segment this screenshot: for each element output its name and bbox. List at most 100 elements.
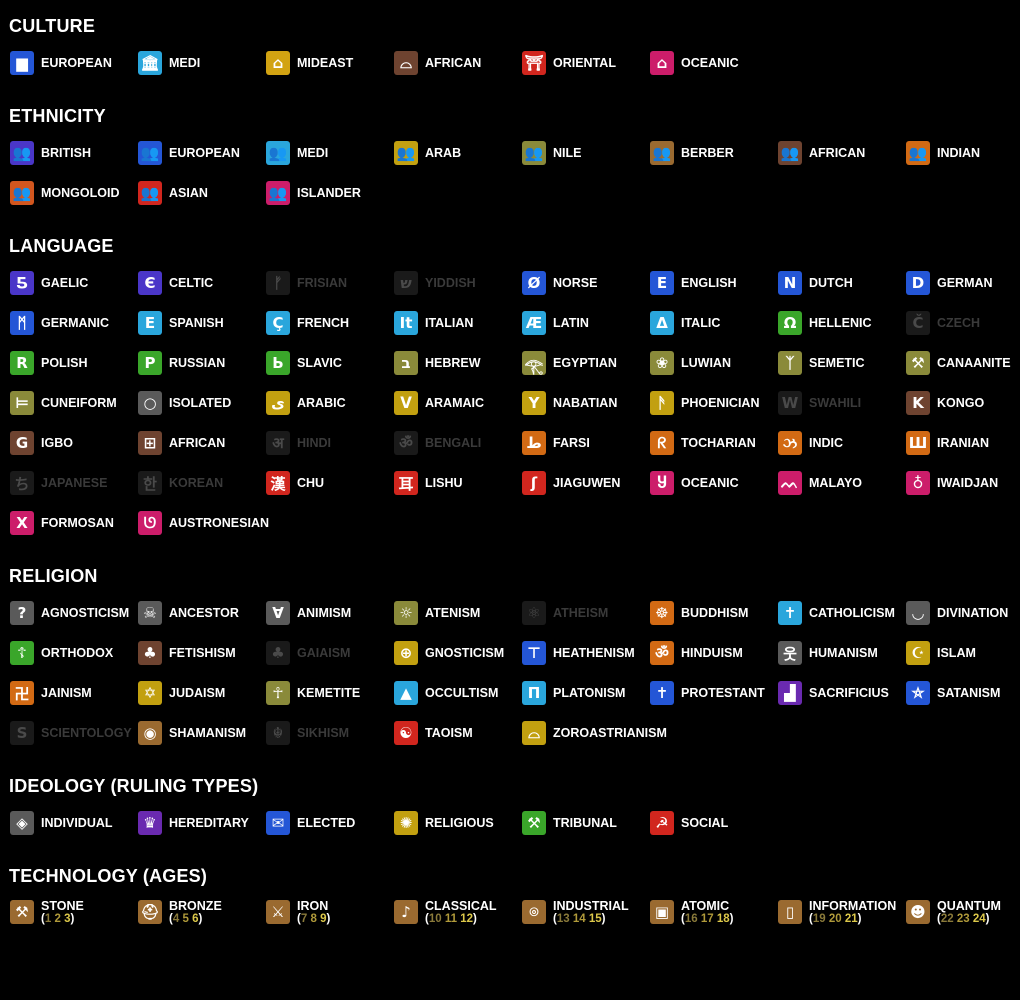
legend-item-language-czech: Č CZECH [906, 310, 980, 336]
legend-item-ideology-ruling-types-religious: ✺ RELIGIOUS [394, 810, 494, 836]
dutch-letter-icon: N [778, 271, 802, 295]
legend-item-religion-fetishism: ♣ FETISHISM [138, 640, 236, 666]
legend-item-language-arabic: ى ARABIC [266, 390, 346, 416]
dharma-wheel-icon: ☸ [650, 601, 674, 625]
polish-letter-icon: R [10, 351, 34, 375]
legend-item-language-english: E ENGLISH [650, 270, 737, 296]
lishu-glyph-icon: 耳 [394, 471, 418, 495]
legend-item-label: IRANIAN [937, 436, 990, 450]
legend-item-label: ISLANDER [297, 186, 361, 200]
legend-item-label: ISOLATED [169, 396, 232, 410]
legend-item-label: DIVINATION [937, 606, 1009, 620]
legend-item-label: CZECH [937, 316, 981, 330]
legend-item-label: CANAANITE [937, 356, 1011, 370]
iwaidjan-glyph-icon: ♁ [906, 471, 930, 495]
italian-letter-icon: It [394, 311, 418, 335]
legend-item-label: INDIVIDUAL [41, 816, 113, 830]
hebrew-letter-icon: ב [394, 351, 418, 375]
legend-item-label: PLATONISM [553, 686, 626, 700]
legend-item-ethnicity-european: 👥 EUROPEAN [138, 140, 240, 166]
quantum-icon: ☻ [906, 900, 930, 924]
bengali-letter-icon: ॐ [394, 431, 418, 455]
gavel-icon: ⚒ [522, 811, 546, 835]
english-letter-icon: E [650, 271, 674, 295]
czech-letter-icon: Č [906, 311, 930, 335]
lightbulb-icon: ⌾ [522, 900, 546, 924]
sunburst-icon: ✺ [394, 811, 418, 835]
people-icon: 👥 [10, 181, 34, 205]
legend-item-label: EUROPEAN [41, 56, 112, 70]
legend-item-label: GAIAISM [297, 646, 351, 660]
legend-item-ethnicity-berber: 👥 BERBER [650, 140, 734, 166]
indic-glyph-icon: ઝ [778, 431, 802, 455]
legend-item-label: MONGOLOID [41, 186, 120, 200]
section-title-culture: CULTURE [9, 16, 96, 36]
tech-label-block: STONE (1 2 3) [41, 899, 84, 926]
helmet-icon: ⛑ [138, 900, 162, 924]
legend-item-religion-orthodox: ☦ ORTHODOX [10, 640, 113, 666]
legend-item-ethnicity-medi: 👥 MEDI [266, 140, 328, 166]
tech-age-number: 17 [700, 912, 714, 925]
french-letter-icon: Ç [266, 311, 290, 335]
legend-item-ethnicity-indian: 👥 INDIAN [906, 140, 980, 166]
tech-age-number: 10 [428, 912, 442, 925]
legend-item-language-dutch: N DUTCH [778, 270, 853, 296]
khanda-icon: ☬ [266, 721, 290, 745]
crown-icon: ♛ [138, 811, 162, 835]
legend-item-label: BUDDHISM [681, 606, 749, 620]
legend-item-religion-scientology: S SCIENTOLOGY [10, 720, 132, 746]
legend-item-religion-sikhism: ☬ SIKHISM [266, 720, 349, 746]
animism-icon: ∀ [266, 601, 290, 625]
legend-item-label: OCCULTISM [425, 686, 499, 700]
legend-item-language-iranian: Ш IRANIAN [906, 430, 989, 456]
legend-item-ideology-ruling-types-social: ☭ SOCIAL [650, 810, 728, 836]
legend-item-label: GERMANIC [41, 316, 110, 330]
pillar-icon: Π [522, 681, 546, 705]
gnostic-cross-icon: ⊕ [394, 641, 418, 665]
people-icon: 👥 [266, 181, 290, 205]
legend-item-label: KOREAN [169, 476, 224, 490]
tech-age-number: 6 [192, 912, 199, 925]
cross-icon: ✝ [778, 601, 802, 625]
people-icon: 👥 [394, 141, 418, 165]
malayo-glyph-icon: ᨓ [778, 471, 802, 495]
legend-item-label: HINDI [297, 436, 332, 450]
legend-item-culture-african: ⌓ AFRICAN [394, 50, 481, 76]
legend-item-religion-agnosticism: ? AGNOSTICISM [10, 600, 129, 626]
legend-item-label: FRENCH [297, 316, 350, 330]
legend-item-language-isolated: ○ ISOLATED [138, 390, 231, 416]
legend-item-language-lishu: 耳 LISHU [394, 470, 463, 496]
korean-letter-icon: 한 [138, 471, 162, 495]
formosan-glyph-icon: X [10, 511, 34, 535]
legend-item-label: NORSE [553, 276, 598, 290]
legend-item-label: AGNOSTICISM [41, 606, 130, 620]
sword-icon: ⚔ [266, 900, 290, 924]
legend-item-technology-industrial: ⌾ INDUSTRIAL (13 14 15) [522, 899, 629, 925]
legend-item-label: LATIN [553, 316, 589, 330]
legend-item-technology-stone: ⚒ STONE (1 2 3) [10, 899, 84, 925]
legend-item-culture-medi: 🏛 MEDI [138, 50, 200, 76]
legend-item-religion-jainism: 卍 JAINISM [10, 680, 92, 706]
legend-item-language-celtic: Є CELTIC [138, 270, 213, 296]
legend-item-language-bengali: ॐ BENGALI [394, 430, 481, 456]
legend-item-language-farsi: ط FARSI [522, 430, 590, 456]
legend-item-label: FETISHISM [169, 646, 236, 660]
legend-item-label: PHOENICIAN [681, 396, 760, 410]
iranian-glyph-icon: Ш [906, 431, 930, 455]
legend-item-religion-heathenism: ⊤ HEATHENISM [522, 640, 635, 666]
legend-item-label: SWAHILI [809, 396, 862, 410]
legend-item-label: SATANISM [937, 686, 1001, 700]
legend-item-language-germanic: ᛗ GERMANIC [10, 310, 109, 336]
tech-age-number: 22 [940, 912, 954, 925]
slavic-letter-icon: Ь [266, 351, 290, 375]
legend-item-language-german: D GERMAN [906, 270, 993, 296]
legend-item-religion-satanism: ⛤ SATANISM [906, 680, 1000, 706]
legend-item-label: LUWIAN [681, 356, 731, 370]
legend-item-language-cuneiform: ⊨ CUNEIFORM [10, 390, 117, 416]
legend-item-language-iwaidjan: ♁ IWAIDJAN [906, 470, 998, 496]
isolated-circle-icon: ○ [138, 391, 162, 415]
legend-item-religion-atheism: ⚛ ATHEISM [522, 600, 608, 626]
italic-letter-icon: Δ [650, 311, 674, 335]
hammer-sickle-icon: ☭ [650, 811, 674, 835]
tech-age-numbers: (13 14 15) [553, 912, 606, 925]
